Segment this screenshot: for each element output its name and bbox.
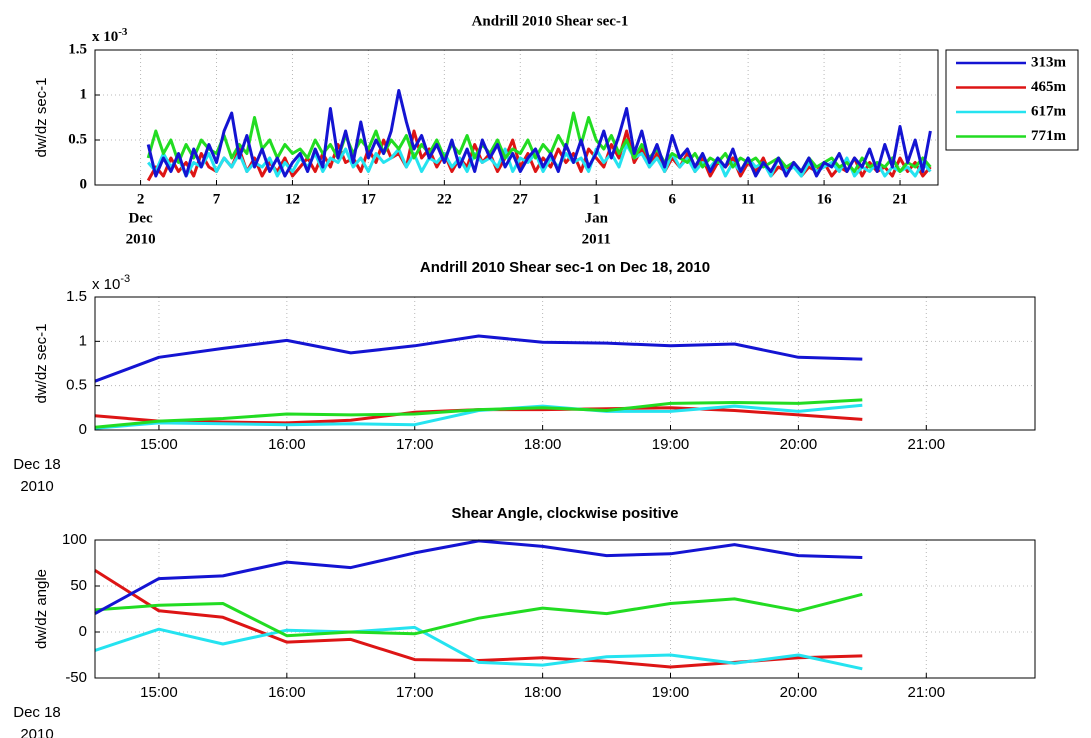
y-tick-label: 0.5: [66, 377, 87, 394]
y-tick-label: 1: [80, 86, 88, 102]
y-axis-label: dw/dz sec-1: [33, 323, 50, 403]
x-tick-label: 2: [137, 191, 145, 207]
y-tick-label: -50: [65, 669, 87, 686]
x-tick-label: 16:00: [268, 684, 306, 701]
subplot: -50 0 50 100 15:00 16:00 17:00 18:00 19:00 20:00 2…: [13, 505, 1036, 738]
legend-box: [945, 49, 1079, 151]
x-origin-label: Dec 18: [13, 456, 61, 473]
y-tick-label: 0: [79, 421, 87, 438]
plot-frame: [94, 296, 1036, 431]
x-tick-sublabel: Jan: [585, 210, 609, 226]
x-tick-label: 19:00: [652, 436, 690, 453]
y-tick-label: 0: [79, 623, 87, 640]
y-multiplier-base: x 10: [92, 276, 120, 293]
x-origin-label: Dec 18: [13, 704, 61, 721]
x-tick-label: 22: [437, 191, 452, 207]
x-tick-label: 17: [361, 191, 377, 207]
y-multiplier-exp: -3: [120, 273, 130, 285]
x-tick-label: 6: [668, 191, 676, 207]
x-tick-label: 18:00: [524, 436, 562, 453]
x-tick-label: 21:00: [908, 684, 946, 701]
x-tick-label: 20:00: [780, 684, 818, 701]
y-axis-label: dw/dz sec-1: [33, 77, 50, 157]
x-tick-label: 20:00: [780, 436, 818, 453]
chart-title: Andrill 2010 Shear sec-1: [472, 13, 629, 29]
x-tick-label: 18:00: [524, 684, 562, 701]
x-tick-label: 15:00: [140, 436, 178, 453]
y-tick-label: 50: [70, 577, 87, 594]
x-tick-label: 21: [893, 191, 908, 207]
y-tick-label: 0: [80, 176, 88, 192]
x-tick-label: 27: [513, 191, 529, 207]
series-line: [94, 592, 863, 638]
chart-title: Andrill 2010 Shear sec-1 on Dec 18, 2010: [420, 259, 710, 276]
x-tick-label: 15:00: [140, 684, 178, 701]
series-line: [94, 398, 863, 429]
y-tick-label: 1.5: [66, 288, 87, 305]
y-tick-label: 1.5: [68, 41, 87, 57]
x-origin-label: 2010: [20, 478, 53, 495]
chart-title: Shear Angle, clockwise positive: [451, 505, 678, 522]
y-multiplier-base: x 10: [92, 29, 118, 45]
x-tick-label: 1: [592, 191, 600, 207]
x-tick-sublabel: Dec: [128, 210, 152, 226]
y-multiplier: x 10-3: [92, 273, 130, 293]
legend-label: 771m: [1031, 128, 1067, 144]
y-axis-label: dw/dz angle: [33, 569, 50, 649]
x-tick-label: 16:00: [268, 436, 306, 453]
x-tick-sublabel: 2010: [126, 231, 156, 247]
x-tick-label: 21:00: [908, 436, 946, 453]
plot-frame: [94, 539, 1036, 679]
y-tick-label: 100: [62, 531, 87, 548]
x-tick-label: 16: [817, 191, 833, 207]
x-tick-label: 17:00: [396, 436, 434, 453]
series-line: [146, 89, 932, 178]
x-tick-sublabel: 2011: [582, 231, 611, 247]
y-tick-label: 0.5: [68, 131, 87, 147]
legend-label: 313m: [1031, 54, 1067, 70]
x-tick-label: 12: [285, 191, 300, 207]
x-tick-label: 7: [213, 191, 221, 207]
series-line: [94, 539, 863, 615]
y-multiplier-exp: -3: [118, 26, 128, 38]
series-line: [147, 143, 932, 178]
y-tick-label: 1: [79, 332, 87, 349]
x-tick-label: 17:00: [396, 684, 434, 701]
series-line: [94, 334, 863, 383]
y-multiplier: x 10-3: [92, 26, 128, 46]
subplot: 0 0.5 1 1.5 15:00 16:00 17:00 18:00 19:00 20:00 21…: [13, 259, 1036, 495]
legend-label: 617m: [1031, 103, 1067, 119]
x-origin-label: 2010: [20, 726, 53, 738]
plot-frame: [94, 49, 939, 186]
legend: 313m 465m 617m 771m: [945, 49, 1079, 151]
series-line: [94, 625, 863, 671]
x-tick-label: 11: [741, 191, 755, 207]
subplot: 00.511.52 7 12 17 22 27 1 6 11 16 21Dec2010Jan2011…: [33, 13, 1079, 247]
legend-label: 465m: [1031, 79, 1067, 95]
x-tick-label: 19:00: [652, 684, 690, 701]
